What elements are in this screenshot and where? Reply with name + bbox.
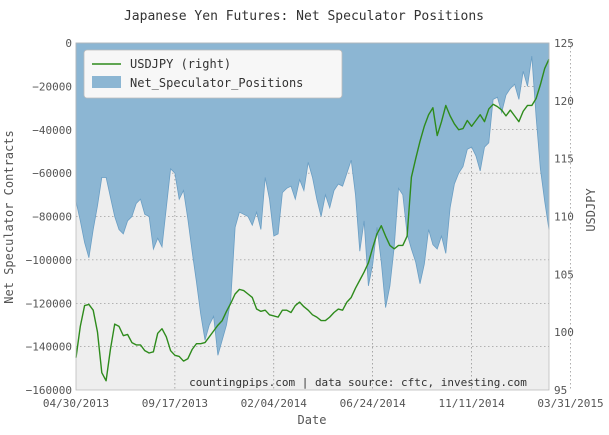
plot-frame bbox=[75, 42, 550, 391]
left-tick-label: 0 bbox=[65, 37, 72, 50]
left-tick-label: −100000 bbox=[26, 254, 72, 267]
left-tick-label: −60000 bbox=[32, 167, 72, 180]
right-tick-label: 95 bbox=[554, 384, 567, 397]
right-tick-label: 115 bbox=[554, 153, 574, 166]
left-axis-label: Net Speculator Contracts bbox=[2, 130, 16, 303]
right-axis-ticks: 95 100 105 110 115 120 125 bbox=[554, 37, 574, 397]
usdjpy-line bbox=[75, 58, 550, 382]
right-tick-label: 110 bbox=[554, 211, 574, 224]
x-tick-label: 03/31/2015 bbox=[537, 397, 603, 410]
left-tick-label: −140000 bbox=[26, 341, 72, 354]
right-tick-label: 100 bbox=[554, 326, 574, 339]
x-tick-label: 04/30/2013 bbox=[43, 397, 109, 410]
legend-label-usdjpy: USDJPY (right) bbox=[130, 57, 231, 71]
x-tick-label: 06/24/2014 bbox=[340, 397, 407, 410]
left-tick-label: −160000 bbox=[26, 384, 72, 397]
x-tick-label: 02/04/2014 bbox=[241, 397, 308, 410]
usdjpy-line-layer bbox=[75, 58, 550, 382]
speculator-area-layer bbox=[75, 42, 550, 356]
legend-swatch-speculator bbox=[92, 76, 121, 88]
x-axis-label: Date bbox=[298, 413, 327, 427]
x-tick-label: 09/17/2013 bbox=[142, 397, 208, 410]
left-tick-label: −40000 bbox=[32, 124, 72, 137]
legend-label-speculator: Net_Speculator_Positions bbox=[130, 76, 303, 90]
legend-box bbox=[83, 49, 343, 99]
x-axis-ticks: 04/30/2013 09/17/2013 02/04/2014 06/24/2014… bbox=[43, 397, 604, 410]
left-axis-ticks: 0 −20000 −40000 −60000 −80000 −100000 −120000 −… bbox=[26, 37, 72, 397]
x-tick-label: 11/11/2014 bbox=[438, 397, 505, 410]
right-axis-label: USDJPY bbox=[584, 188, 598, 232]
right-tick-label: 120 bbox=[554, 95, 574, 108]
left-tick-label: −20000 bbox=[32, 80, 72, 93]
annotation-text: countingpips.com | data source: cftc, in… bbox=[189, 376, 527, 389]
left-tick-label: −120000 bbox=[26, 297, 72, 310]
chart-title: Japanese Yen Futures: Net Speculator Pos… bbox=[124, 9, 484, 24]
speculator-area bbox=[75, 42, 550, 356]
right-tick-label: 105 bbox=[554, 268, 574, 281]
right-tick-label: 125 bbox=[554, 37, 574, 50]
legend: USDJPY (right) Net_Speculator_Positions bbox=[83, 49, 343, 99]
left-tick-label: −80000 bbox=[32, 211, 72, 224]
